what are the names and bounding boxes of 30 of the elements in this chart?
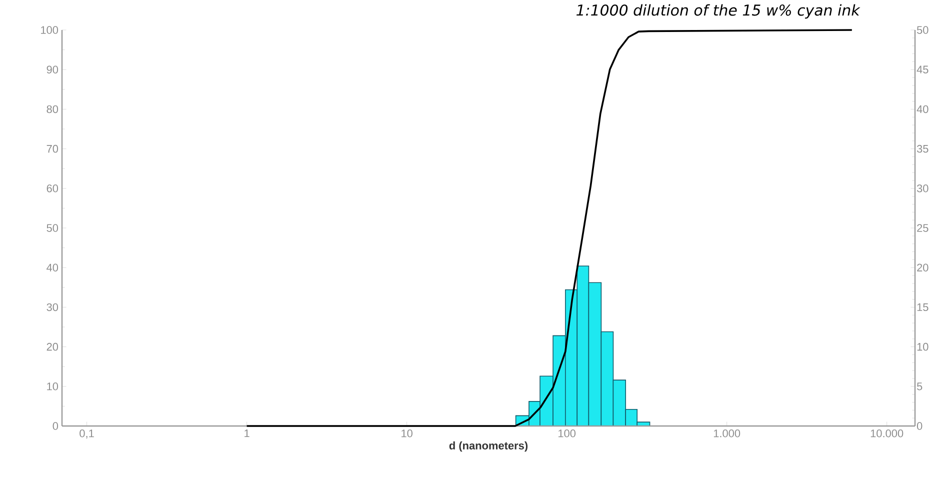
y2-tick-label: 10 bbox=[917, 342, 928, 351]
y-tick-label: 20 bbox=[46, 342, 58, 351]
y-tick-label: 80 bbox=[46, 105, 58, 114]
y2-tick-label: 35 bbox=[916, 144, 928, 153]
x-tick-label: 1 bbox=[244, 430, 250, 438]
x-tick-label: 100 bbox=[558, 430, 576, 438]
chart-title: 1:1000 dilution of the 15 w% cyan ink bbox=[576, 4, 860, 19]
y-tick-label: 40 bbox=[46, 264, 58, 272]
y2-tick-label: 15 bbox=[917, 303, 928, 312]
x-tick-label: 10 bbox=[402, 430, 412, 438]
y-tick-label: 60 bbox=[46, 184, 58, 192]
y-tick-label: 30 bbox=[46, 303, 58, 312]
y2-tick-label: 40 bbox=[916, 105, 928, 114]
y-tick-label: 70 bbox=[46, 144, 58, 153]
x-tick-label: 10.000 bbox=[870, 430, 904, 438]
y2-tick-label: 25 bbox=[917, 224, 928, 232]
y2-tick-label: 45 bbox=[916, 66, 928, 74]
x-tick-label: 0,1 bbox=[80, 430, 94, 439]
y-tick-label: 0 bbox=[52, 422, 58, 430]
y-tick-label: 50 bbox=[46, 224, 58, 232]
y-tick-label: 90 bbox=[46, 66, 58, 74]
y2-tick-label: 30 bbox=[916, 184, 928, 192]
x-tick-label: 1.000 bbox=[714, 430, 740, 438]
x-axis-title: d (nanometers) bbox=[449, 441, 528, 452]
y2-tick-label: 0 bbox=[916, 422, 922, 430]
y2-tick-label: 5 bbox=[916, 382, 922, 390]
y-tick-label: 10 bbox=[47, 382, 58, 390]
y-tick-label: 100 bbox=[41, 26, 58, 34]
y2-tick-label: 20 bbox=[917, 264, 928, 272]
y2-tick-label: 50 bbox=[916, 26, 928, 34]
